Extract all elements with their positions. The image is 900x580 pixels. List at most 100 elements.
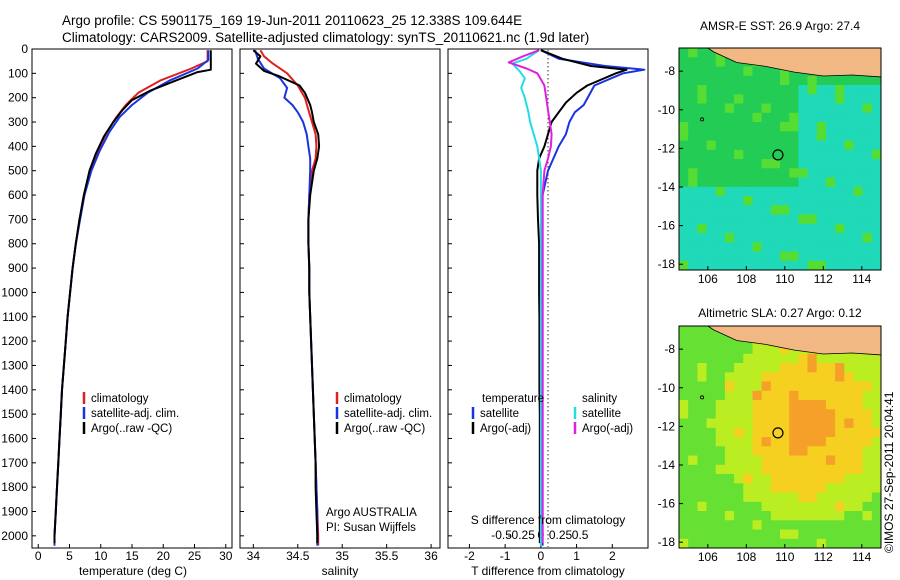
map-cell xyxy=(807,511,818,521)
map-cell xyxy=(706,437,717,447)
map-cell xyxy=(706,344,717,355)
map-cell xyxy=(688,85,698,95)
map-cell xyxy=(789,242,799,253)
map-cell xyxy=(807,372,818,383)
map-cell xyxy=(844,400,855,410)
map-cell xyxy=(697,122,708,132)
map-cell xyxy=(862,511,873,521)
map-cell xyxy=(743,94,754,105)
map-cell xyxy=(798,400,809,410)
map-cell xyxy=(679,363,689,373)
map-cell xyxy=(752,186,763,197)
map-cell xyxy=(761,168,772,179)
map-cell xyxy=(706,131,717,142)
map-cell xyxy=(789,122,799,132)
map-cell xyxy=(844,196,855,206)
map-cell xyxy=(862,427,873,438)
s-difference-axis-label: S difference from climatology xyxy=(471,513,626,527)
map-cell xyxy=(789,474,799,484)
map-cell xyxy=(688,131,698,142)
map-cell xyxy=(706,57,717,68)
map-cell xyxy=(789,520,799,531)
map-cell xyxy=(743,400,754,410)
map-cell xyxy=(688,57,698,68)
map-cell xyxy=(706,520,717,531)
map-cell xyxy=(807,85,818,95)
map-cell xyxy=(807,140,818,151)
map-cell xyxy=(706,48,717,58)
map-cell xyxy=(688,205,698,216)
map-cell xyxy=(679,168,689,179)
map-cell xyxy=(679,520,689,531)
map-cell xyxy=(679,159,689,169)
map-cell xyxy=(844,140,855,151)
map-cell xyxy=(816,131,827,142)
map-cell xyxy=(715,372,726,383)
map-cell xyxy=(862,85,873,95)
map-cell xyxy=(871,112,881,123)
map-cell xyxy=(853,196,864,206)
map-cell xyxy=(752,85,763,95)
map-cell xyxy=(816,520,827,531)
map-cell xyxy=(706,326,717,336)
map-cell xyxy=(789,233,799,243)
map-cell xyxy=(862,353,873,364)
map-cell xyxy=(871,168,881,179)
map-cell xyxy=(816,511,827,521)
map-cell xyxy=(835,501,845,512)
map-cell xyxy=(688,260,698,270)
map-cell xyxy=(780,196,790,206)
depth-tick-label: 600 xyxy=(8,188,28,202)
map-cell xyxy=(724,94,735,105)
map-cell xyxy=(862,529,873,540)
map-cell xyxy=(688,159,698,169)
map-cell xyxy=(789,251,799,262)
map-cell xyxy=(835,260,845,270)
map-cell xyxy=(761,464,772,475)
map-cell xyxy=(798,492,809,503)
map-cell xyxy=(706,529,717,540)
depth-tick-label: 1000 xyxy=(1,285,28,299)
map-cell xyxy=(715,168,726,179)
map-cell xyxy=(825,149,836,160)
legend-label-satellite: satellite-adj. clim. xyxy=(344,408,432,420)
map-cell xyxy=(844,409,855,420)
map-cell xyxy=(679,335,689,346)
legend-header-temperature: temperature xyxy=(482,393,544,405)
map-cell xyxy=(844,205,855,216)
salinity-legend: climatology satellite-adj. clim. Argo(..… xyxy=(335,392,432,435)
map-cell xyxy=(697,205,708,216)
map-cell xyxy=(734,492,744,503)
map-cell xyxy=(825,159,836,169)
map-cell xyxy=(825,140,836,151)
map-cell xyxy=(706,186,717,197)
map-cell xyxy=(807,418,818,429)
map-cell xyxy=(715,464,726,475)
map-lat-label: -14 xyxy=(658,458,676,472)
map-cell xyxy=(862,196,873,206)
map-cell xyxy=(807,363,818,373)
island-marker xyxy=(700,395,705,400)
map-cell xyxy=(743,140,754,151)
map-cell xyxy=(697,353,708,364)
map-cell xyxy=(743,446,754,457)
map-cell xyxy=(679,260,689,270)
map-cell xyxy=(734,474,744,484)
map-cell xyxy=(871,205,881,216)
map-cell xyxy=(853,149,864,160)
temperature-axis-label: temperature (deg C) xyxy=(79,564,187,578)
map-cell xyxy=(798,372,809,383)
map-cell xyxy=(697,103,708,114)
map-cell xyxy=(780,501,790,512)
map-cell xyxy=(825,400,836,410)
map-cell xyxy=(835,140,845,151)
map-cell xyxy=(835,511,845,521)
map-cell xyxy=(770,511,781,521)
map-cell xyxy=(761,223,772,234)
map-cell xyxy=(853,260,864,270)
map-cell xyxy=(715,159,726,169)
map-cell xyxy=(780,103,790,114)
map-cell xyxy=(825,363,836,373)
map-cell xyxy=(679,48,689,58)
map-cell xyxy=(715,520,726,531)
